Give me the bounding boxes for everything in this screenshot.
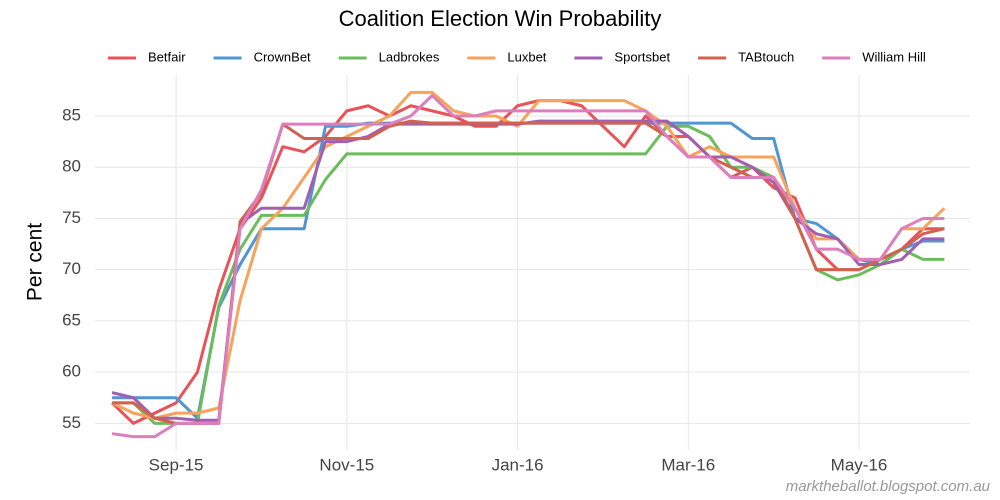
legend-label: Betfair xyxy=(148,49,186,64)
series-line xyxy=(111,90,946,420)
legend-label: Sportsbet xyxy=(614,49,670,64)
y-axis-label: Per cent xyxy=(24,223,47,301)
series-line xyxy=(111,93,945,439)
legend-label: Luxbet xyxy=(507,49,546,64)
legend-label: CrownBet xyxy=(254,49,311,64)
legend-label: William Hill xyxy=(862,49,926,64)
caption: marktheballot.blogspot.com.au xyxy=(786,478,991,495)
y-tick-label: 60 xyxy=(62,362,81,381)
legend-label: TABtouch xyxy=(738,49,794,64)
y-tick-label: 65 xyxy=(62,310,81,329)
legend-label: Ladbrokes xyxy=(379,49,440,64)
x-tick-label: Mar-16 xyxy=(661,455,715,474)
x-tick-label: Sep-15 xyxy=(149,455,204,474)
y-tick-label: 55 xyxy=(62,413,81,432)
y-tick-label: 75 xyxy=(62,208,81,227)
x-tick-label: May-16 xyxy=(831,455,888,474)
x-tick-label: Jan-16 xyxy=(492,455,544,474)
x-tick-label: Nov-15 xyxy=(319,455,374,474)
y-tick-label: 85 xyxy=(62,105,81,124)
y-tick-label: 70 xyxy=(62,259,81,278)
y-tick-label: 80 xyxy=(62,157,81,176)
chart-title: Coalition Election Win Probability xyxy=(339,6,662,31)
series-line xyxy=(112,124,945,425)
